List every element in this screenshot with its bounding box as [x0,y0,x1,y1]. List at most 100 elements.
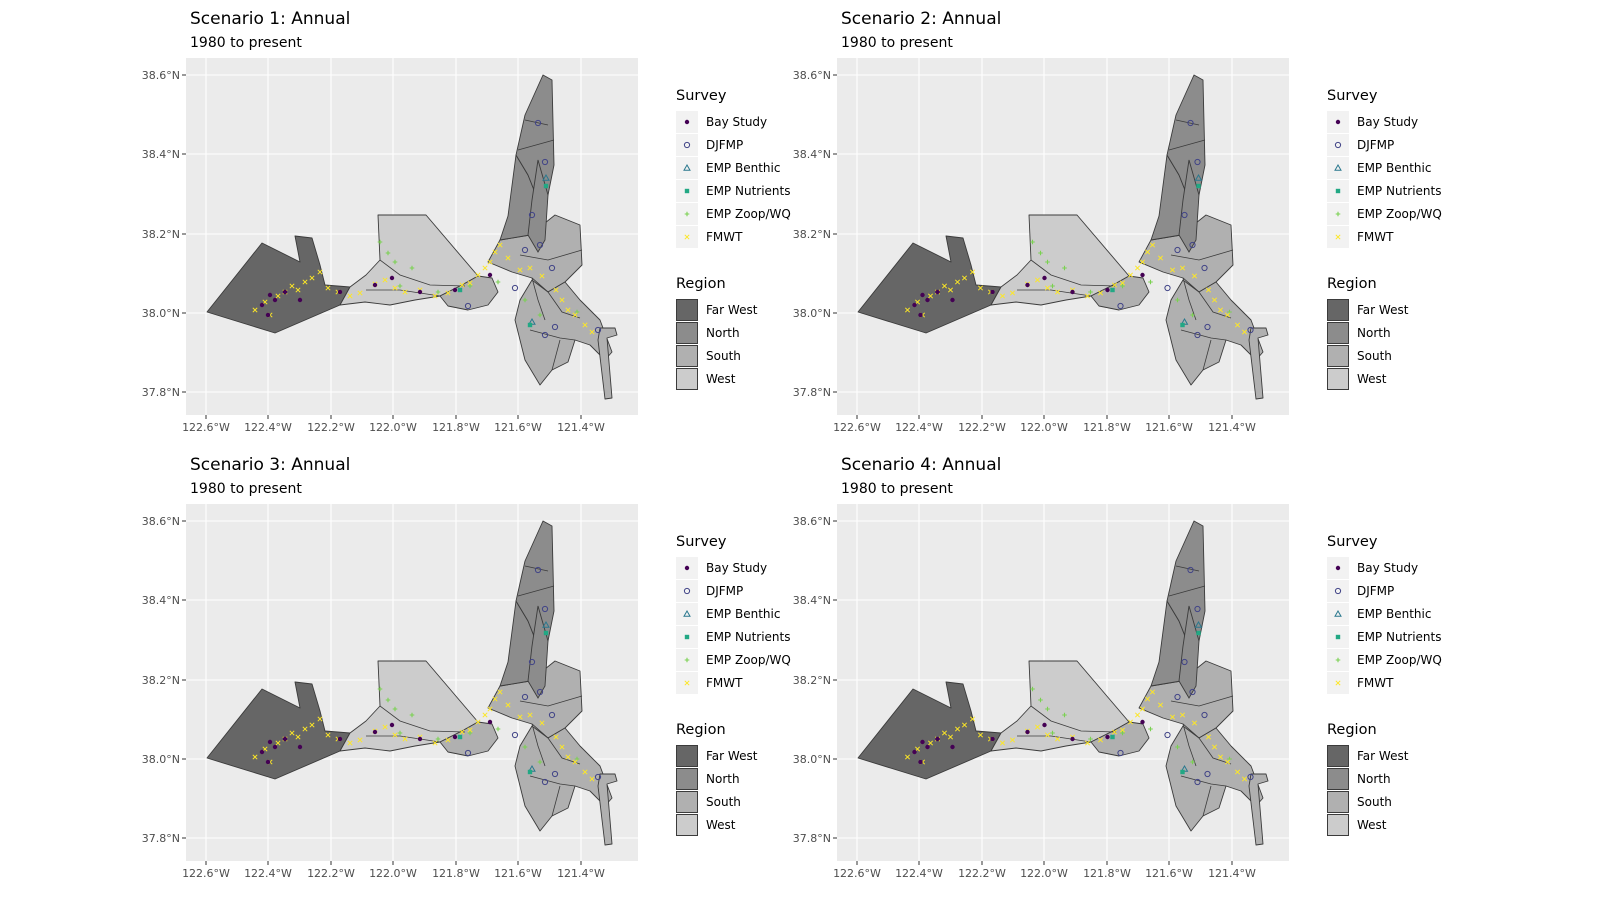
region-boundary [531,277,546,321]
station-point-djfmp [1164,284,1171,292]
legend-key [676,344,698,367]
station-point-djfmp [541,605,549,613]
legend-item-region-west: West [676,367,816,390]
region-south [1090,275,1150,311]
map-plot: 122.6°W 122.4°W 122.2°W 122.0°W 121.8°W 121.6… [142,58,638,434]
region-south [439,721,499,757]
legend-item-emp-zoop-wq: EMP Zoop/WQ [1327,648,1467,671]
station-point-emp-zoop-wq [1088,289,1093,295]
legend-item-bay-study: Bay Study [676,110,816,133]
station-point-emp-nutrients [1110,287,1115,293]
station-point-fmwt [977,285,984,291]
station-point-bay-study [487,272,493,278]
square-marker-icon [684,188,690,193]
regions [857,74,1269,400]
region-south [1165,725,1264,832]
y-tick-label: 38.2°N [142,228,180,241]
legend-label: DJFMP [706,583,744,598]
region-boundary [529,775,576,787]
station-point-emp-zoop-wq [467,283,473,289]
station-point-fmwt [969,269,976,275]
station-point-bay-study [990,289,995,295]
legend-key [676,602,698,625]
station-point-fmwt [402,289,408,295]
region-north [1166,74,1206,206]
region-boundary [519,695,583,707]
station-point-bay-study [1042,722,1047,728]
station-point-fmwt [347,740,353,746]
station-point-fmwt [927,293,934,299]
legend-key [676,179,698,202]
legend-label: EMP Nutrients [1357,629,1442,644]
station-point-fmwt [1224,312,1231,318]
station-point-emp-zoop-wq [1120,730,1125,736]
legend-key [676,790,698,813]
station-point-djfmp [1194,778,1201,786]
axes: 122.6°W 122.4°W 122.2°W 122.0°W 121.8°W 121.6… [142,69,605,434]
station-point-emp-zoop-wq [467,730,473,736]
legend-item-region-west: West [676,813,816,836]
survey-points [252,119,602,339]
station-point-bay-study [950,297,955,303]
station-point-emp-nutrients [543,630,549,636]
legend-key [676,744,698,767]
station-point-emp-zoop-wq [409,265,415,271]
legend-item-bay-study: Bay Study [1327,556,1467,579]
station-point-djfmp [1189,688,1196,696]
station-point-emp-zoop-wq [392,259,398,265]
station-point-bay-study [918,759,923,765]
legend-key [1327,556,1349,579]
legend-key [676,671,698,694]
station-point-fmwt [402,736,408,742]
dot-marker-icon [1335,119,1341,124]
station-point-fmwt [1084,293,1091,299]
legend-label: South [1357,348,1392,363]
legend-key [1327,156,1349,179]
station-point-emp-zoop-wq [495,726,501,732]
station-point-fmwt [1234,769,1241,775]
station-point-emp-zoop-wq [397,730,403,736]
station-point-fmwt [1111,282,1118,288]
station-point-fmwt [572,759,578,765]
panel-title: Scenario 3: Annual [190,455,351,475]
station-point-bay-study [1105,734,1110,740]
station-point-fmwt [475,719,481,725]
x-tick-label: 121.4°W [557,867,605,880]
station-point-emp-nutrients [1180,322,1185,328]
station-point-emp-zoop-wq [397,283,403,289]
station-point-emp-zoop-wq [1030,686,1035,692]
map-panel-4: Scenario 4: Annual 1980 to present 122.6… [651,446,1442,886]
station-point-bay-study [297,297,303,303]
x-tick-label: 122.2°W [307,867,355,880]
station-point-fmwt [999,740,1006,746]
station-point-emp-nutrients [543,183,549,189]
map-panel-1: Scenario 1: Annual 1980 to present 122.6… [0,0,791,440]
station-point-bay-study [452,734,458,740]
legend-label: West [706,371,736,386]
panel-subtitle: 1980 to present [841,481,953,497]
station-point-fmwt [1241,329,1248,335]
region-boundary [1182,723,1197,767]
station-point-fmwt [1169,267,1176,273]
station-point-fmwt [969,716,976,722]
x-marker-icon [1335,233,1341,240]
station-point-bay-study [337,736,343,742]
station-point-fmwt [475,272,481,278]
survey-points [904,119,1254,339]
x-tick-label: 121.6°W [1145,421,1193,434]
axes: 122.6°W 122.4°W 122.2°W 122.0°W 121.8°W 121.6… [793,69,1256,434]
station-point-djfmp [511,731,519,739]
legend-key [1327,133,1349,156]
station-point-fmwt [947,287,954,293]
station-point-emp-nutrients [527,769,533,775]
legend-key [676,110,698,133]
region-south [597,327,618,400]
y-tick-label: 38.2°N [793,228,831,241]
y-tick-label: 38.4°N [793,594,831,607]
y-tick-label: 38.2°N [793,674,831,687]
legend-key [1327,110,1349,133]
station-point-djfmp [464,749,472,757]
station-point-fmwt [252,754,258,760]
station-point-fmwt [492,696,498,702]
region-boundary [519,249,583,261]
